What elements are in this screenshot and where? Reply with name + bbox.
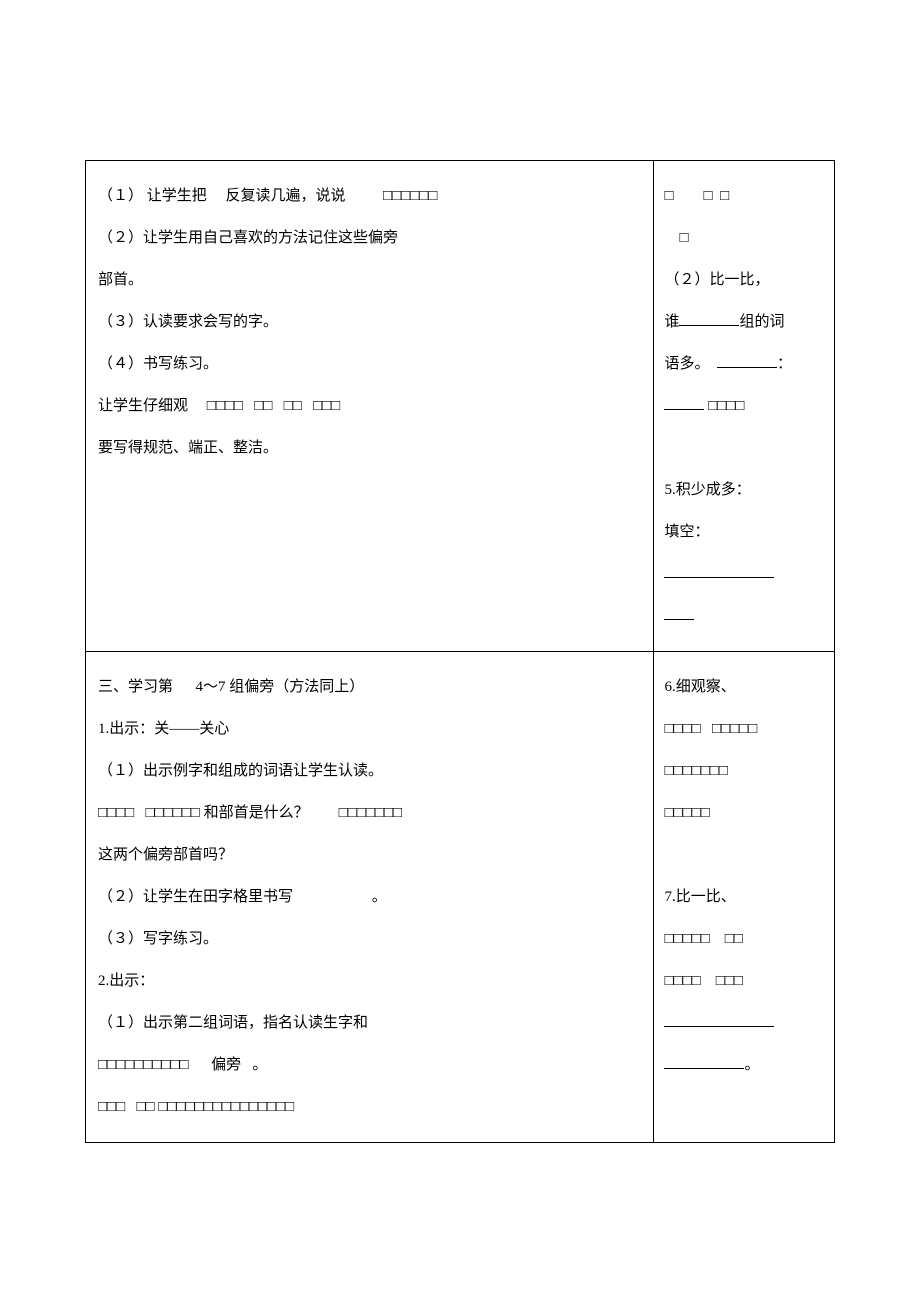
upper-right-cell: □ □ □ □ （２）比一比， 谁组的词 语多。 ： □□□□ 5.积少成多： …: [654, 161, 834, 651]
blank-underline: [664, 606, 694, 620]
text-line: [664, 1086, 824, 1128]
text-line: □□□□ □□□□□: [664, 708, 824, 750]
text-line: □: [664, 217, 824, 259]
text-line: 三、学习第 4～7 组偏旁（方法同上）: [98, 666, 641, 708]
text-line: 谁组的词: [664, 301, 824, 343]
text-line: 让学生仔细观 □□□□ □□ □□ □□□: [98, 385, 641, 427]
blank-underline: [717, 354, 777, 368]
text-line: （１）出示第二组词语，指名认读生字和: [98, 1002, 641, 1044]
text-line: [98, 511, 641, 553]
text-line: □ □ □: [664, 175, 824, 217]
lower-right-cell: 6.细观察、 □□□□ □□□□□ □□□□□□□ □□□□□ 7.比一比、 □…: [654, 652, 834, 1142]
blank-underline: [679, 312, 739, 326]
text-line: [664, 427, 824, 469]
text-line: □□□ □□ □□□□□□□□□□□□□□□: [98, 1086, 641, 1128]
text-line: □□□□□ □□: [664, 918, 824, 960]
text-line: 6.细观察、: [664, 666, 824, 708]
text-line: 。: [664, 1044, 824, 1086]
upper-left-cell: （１） 让学生把 反复读几遍，说说 □□□□□□ （２）让学生用自己喜欢的方法记…: [86, 161, 654, 651]
text-line: □□□□ □□□□□□ 和部首是什么？ □□□□□□□: [98, 792, 641, 834]
lower-left-cell: 三、学习第 4～7 组偏旁（方法同上） 1.出示：关——关心 （１）出示例字和组…: [86, 652, 654, 1142]
text-line: □□□□□□□: [664, 750, 824, 792]
text-line: □□□□□: [664, 792, 824, 834]
text-line: [664, 1002, 824, 1044]
text-line: （２）比一比，: [664, 259, 824, 301]
text-line: 1.出示：关——关心: [98, 708, 641, 750]
text-line: □□□□ □□□: [664, 960, 824, 1002]
text-line: [98, 553, 641, 595]
text-line: 2.出示：: [98, 960, 641, 1002]
text-line: □□□□: [664, 385, 824, 427]
text-line: [664, 834, 824, 876]
text-line: （２）让学生在田字格里书写 。: [98, 876, 641, 918]
text-line: 这两个偏旁部首吗？: [98, 834, 641, 876]
text-line: （１）出示例字和组成的词语让学生认读。: [98, 750, 641, 792]
lower-row: 三、学习第 4～7 组偏旁（方法同上） 1.出示：关——关心 （１）出示例字和组…: [86, 652, 834, 1142]
blank-underline: [664, 396, 704, 410]
upper-row: （１） 让学生把 反复读几遍，说说 □□□□□□ （２）让学生用自己喜欢的方法记…: [86, 161, 834, 652]
text-line: 填空：: [664, 511, 824, 553]
text-line: [98, 469, 641, 511]
text-line: □□□□□□□□□□ 偏旁 。: [98, 1044, 641, 1086]
text-line: 部首。: [98, 259, 641, 301]
text-line: 要写得规范、端正、整洁。: [98, 427, 641, 469]
text-line: （２）让学生用自己喜欢的方法记住这些偏旁: [98, 217, 641, 259]
text-line: 语多。 ：: [664, 343, 824, 385]
text-line: （３）认读要求会写的字。: [98, 301, 641, 343]
text-line: [664, 595, 824, 637]
text-line: （４）书写练习。: [98, 343, 641, 385]
blank-underline: [664, 1013, 774, 1027]
blank-underline: [664, 564, 774, 578]
document-table: （１） 让学生把 反复读几遍，说说 □□□□□□ （２）让学生用自己喜欢的方法记…: [85, 160, 835, 1143]
text-line: 5.积少成多：: [664, 469, 824, 511]
text-line: [664, 553, 824, 595]
text-line: 7.比一比、: [664, 876, 824, 918]
text-line: （３）写字练习。: [98, 918, 641, 960]
text-line: （１） 让学生把 反复读几遍，说说 □□□□□□: [98, 175, 641, 217]
blank-underline: [664, 1055, 744, 1069]
